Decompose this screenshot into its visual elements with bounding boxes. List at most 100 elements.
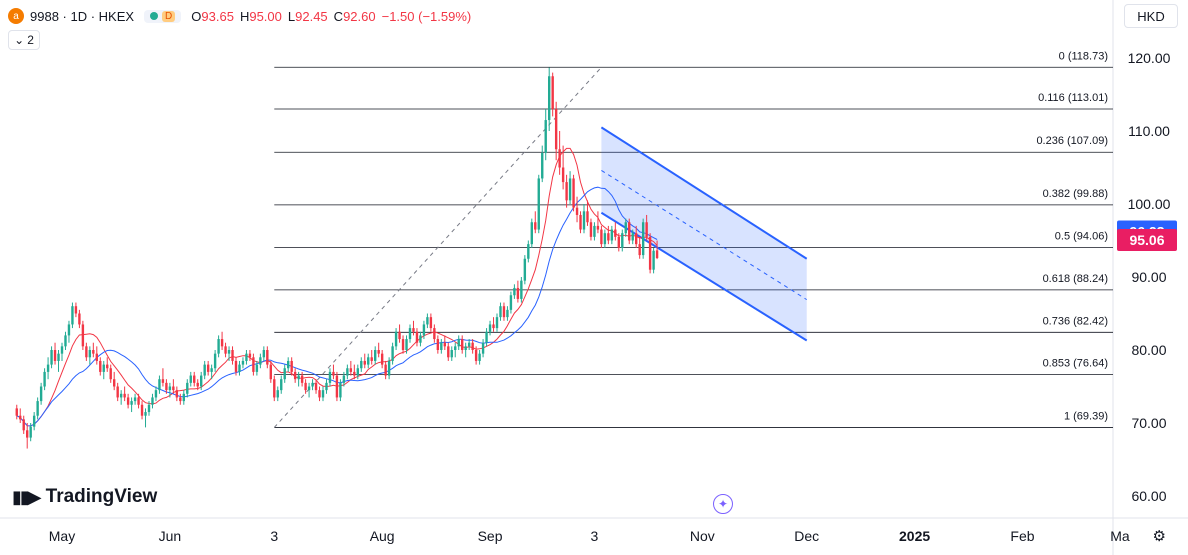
candle: [318, 386, 321, 402]
candle-body: [380, 353, 384, 365]
channel-upper-line[interactable]: [600, 126, 808, 260]
candle-body: [255, 364, 259, 372]
candle-body: [196, 382, 199, 387]
candle: [210, 364, 213, 380]
candle: [492, 317, 495, 332]
candle: [335, 371, 339, 402]
candle-body: [88, 350, 92, 358]
candle-body: [234, 360, 238, 372]
candle: [196, 379, 199, 391]
price-badge-box: [1117, 229, 1177, 252]
candle-body: [596, 225, 600, 230]
tradingview-logo[interactable]: ▮▮▶ TradingView: [12, 486, 157, 508]
candle-body: [175, 390, 179, 398]
candle: [506, 306, 509, 321]
candle: [161, 368, 165, 387]
fib-level-label: 0 (118.73): [1059, 50, 1108, 62]
candle: [50, 346, 53, 369]
candle: [238, 360, 241, 376]
candle: [311, 379, 314, 391]
candle-body: [74, 306, 78, 314]
time-tick-label: Feb: [1010, 528, 1034, 544]
open-value: 93.65: [201, 8, 234, 24]
candle-body: [607, 233, 610, 241]
fib-trend-line[interactable]: [273, 66, 602, 428]
candle-body: [335, 375, 339, 398]
candle: [332, 364, 335, 380]
symbol-title[interactable]: 9988 · 1D · HKEX: [30, 8, 135, 24]
fibonacci-retracement[interactable]: 0 (118.73) 0.116 (113.01) 0.236 (107.09) 0.…: [274, 50, 1113, 428]
candle: [276, 386, 279, 402]
candle: [297, 371, 300, 387]
candle: [586, 200, 589, 226]
price-tick-label: 60.00: [1131, 488, 1166, 504]
channel-mid-line[interactable]: [601, 169, 807, 301]
price-tick-label: 110.00: [1128, 123, 1170, 139]
candle-body: [648, 236, 652, 270]
time-axis[interactable]: May Jun 3 Aug Sep 3 Nov Dec 2025 Feb Ma: [49, 528, 1130, 544]
candle-body: [318, 390, 321, 398]
candle-body: [203, 364, 206, 376]
candle: [314, 379, 318, 394]
candle-body: [300, 375, 304, 383]
candle-body: [520, 280, 523, 299]
candle: [57, 350, 60, 372]
candle-body: [140, 404, 144, 416]
candle: [266, 346, 269, 369]
candle: [85, 342, 88, 361]
gear-icon[interactable]: ⚙: [1152, 528, 1166, 545]
candle-body: [238, 364, 241, 372]
candle-body: [568, 178, 572, 201]
candle-body: [165, 382, 168, 391]
time-tick-label: Dec: [794, 528, 819, 544]
candle-body: [492, 324, 495, 329]
candle: [509, 291, 513, 314]
trendline[interactable]: [273, 66, 602, 428]
candle: [346, 364, 349, 380]
candle: [220, 331, 224, 350]
candle-body: [186, 382, 189, 394]
candle: [575, 196, 579, 223]
legend-toggle-button[interactable]: ⌄ 2: [8, 30, 40, 50]
candle-body: [95, 353, 98, 361]
fib-level-label: 0.5 (94.06): [1055, 230, 1108, 242]
candle-body: [467, 342, 471, 347]
candle: [92, 342, 95, 358]
candle-body: [15, 408, 18, 416]
price-badges: 96.2395.06: [1117, 220, 1177, 252]
candle: [151, 393, 154, 409]
candle-body: [377, 350, 380, 354]
candle-body: [217, 339, 220, 354]
candle: [398, 324, 401, 343]
candle-body: [231, 350, 234, 361]
candle-body: [370, 357, 373, 361]
candle: [154, 386, 158, 402]
market-status-pill[interactable]: D: [144, 9, 182, 23]
candle: [245, 350, 248, 365]
candle-body: [384, 364, 387, 376]
candle-body: [339, 382, 342, 398]
price-axis[interactable]: 120.00 110.00 100.00 90.00 80.00 70.00 60.00: [1128, 50, 1171, 504]
candle-body: [429, 317, 433, 329]
sparkle-icon[interactable]: ✦: [713, 494, 733, 514]
candle-body: [502, 306, 506, 318]
logo-icon: a: [8, 8, 24, 24]
candle: [262, 346, 266, 361]
candle-body: [561, 167, 565, 183]
candle-body: [144, 412, 147, 416]
candle: [387, 357, 391, 380]
candle: [259, 353, 262, 369]
currency-selector[interactable]: HKD: [1124, 4, 1178, 28]
candle: [241, 357, 245, 369]
candle: [527, 240, 530, 263]
candle: [182, 390, 185, 405]
candle-body: [280, 379, 283, 391]
candle-body: [655, 250, 659, 259]
candle: [200, 371, 203, 391]
close-label: C: [333, 8, 344, 24]
candle: [628, 218, 631, 245]
tradingview-logo-icon: ▮▮▶: [12, 486, 42, 507]
candle-body: [26, 430, 29, 438]
candle-body: [614, 229, 617, 237]
